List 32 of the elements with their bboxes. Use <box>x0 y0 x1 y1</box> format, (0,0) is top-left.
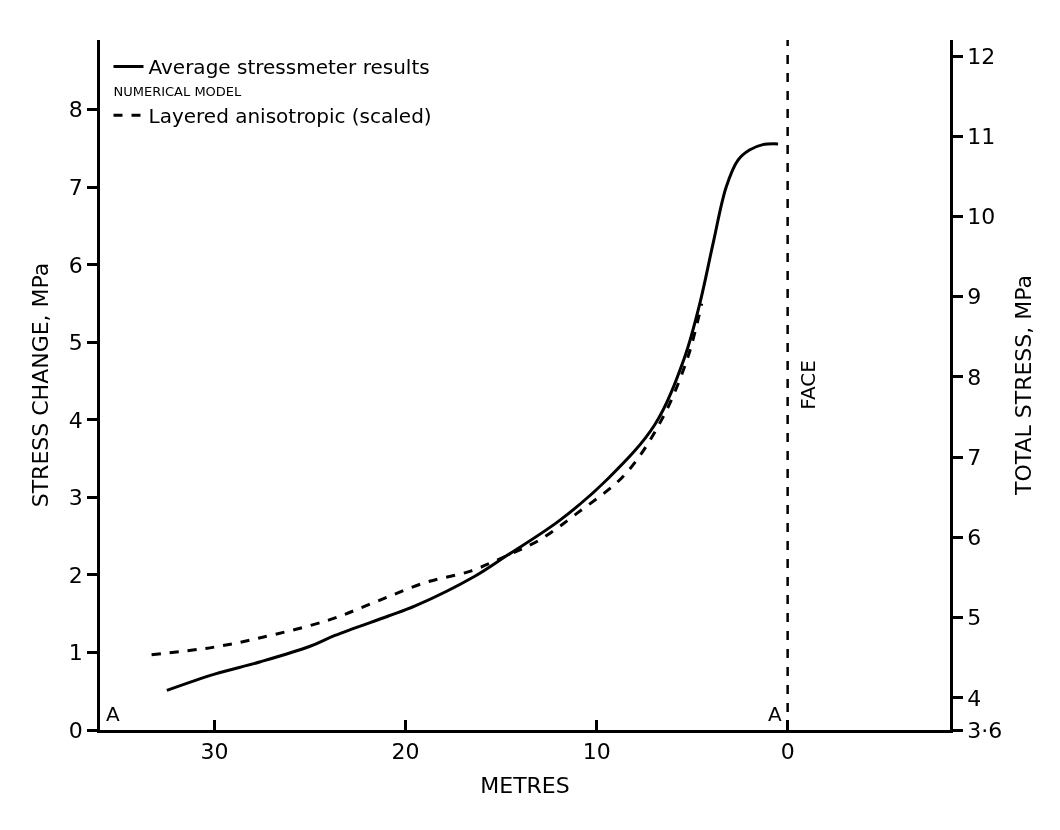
y-tick-label: 1 <box>68 640 83 666</box>
legend-label: Layered anisotropic (scaled) <box>148 104 432 129</box>
x-axis-title: METRES <box>480 773 570 799</box>
x-tick-label: 10 <box>582 739 611 765</box>
x-tick-label: 20 <box>391 739 420 765</box>
y2-axis-title: TOTAL STRESS, MPa <box>1011 274 1037 497</box>
y2-tick-label: 7 <box>967 444 982 470</box>
y2-tick-label: 5 <box>967 605 982 631</box>
y-tick-label: 4 <box>68 407 83 433</box>
y-tick-label: 0 <box>68 717 83 743</box>
y2-tick-label: 11 <box>967 123 996 149</box>
y-axis-title: STRESS CHANGE, MPa <box>27 262 53 508</box>
y-tick-label: 2 <box>68 562 83 588</box>
y2-tick-label: 10 <box>967 204 996 230</box>
y2-tick-label: 9 <box>967 284 982 310</box>
y2-tick-label: 4 <box>967 685 982 711</box>
y-tick-label: 5 <box>68 330 83 356</box>
y2-tick-label: 8 <box>967 364 982 390</box>
annotation: A <box>106 702 120 726</box>
y-tick-label: 7 <box>68 175 83 200</box>
y2-tick-label: 6 <box>967 525 982 551</box>
x-tick-label: 0 <box>780 739 795 765</box>
y2-tick-label: 3·6 <box>967 717 1003 743</box>
ref-line-label: FACE <box>795 360 820 410</box>
y-tick-label: 6 <box>68 252 83 278</box>
y-tick-label: 8 <box>68 97 83 123</box>
y2-tick-label: 12 <box>967 43 996 69</box>
y-tick-label: 3 <box>68 485 83 511</box>
annotation: NUMERICAL MODEL <box>113 83 243 99</box>
x-tick-label: 30 <box>200 739 229 765</box>
legend-label: Average stressmeter results <box>148 55 430 80</box>
annotation: A <box>768 702 782 726</box>
